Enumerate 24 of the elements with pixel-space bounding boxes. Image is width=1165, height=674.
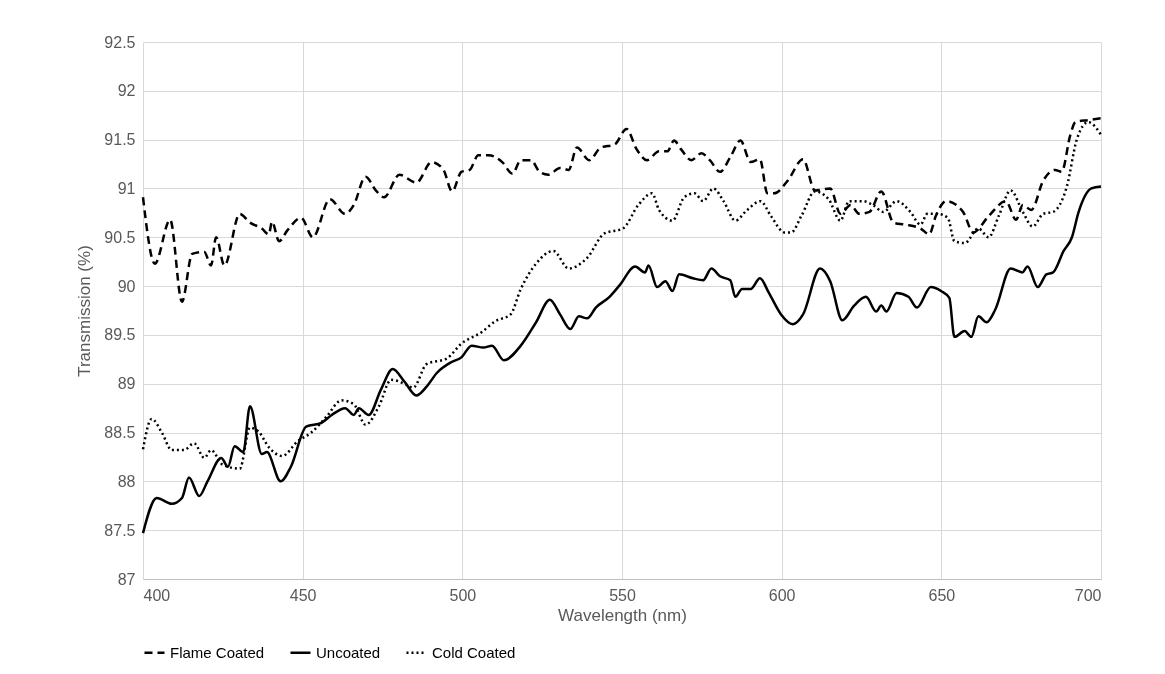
legend-label: Cold Coated <box>432 643 516 661</box>
y-tick-label: 87 <box>117 570 136 588</box>
legend-label: Uncoated <box>316 643 381 661</box>
y-tick-label: 90 <box>117 277 136 295</box>
y-tick-label: 91.5 <box>104 131 136 149</box>
y-tick-label: 91 <box>117 179 136 197</box>
x-tick-label: 500 <box>449 586 477 604</box>
y-tick-label: 89 <box>117 375 136 393</box>
x-tick-label: 600 <box>768 586 796 604</box>
y-tick-label: 88.5 <box>104 424 136 442</box>
y-tick-label: 90.5 <box>104 228 136 246</box>
x-axis-title: Wavelength (nm) <box>558 605 687 625</box>
y-tick-label: 92 <box>117 82 136 100</box>
y-tick-label: 92.5 <box>104 33 136 51</box>
legend-label: Flame Coated <box>170 643 265 661</box>
y-tick-label: 87.5 <box>104 521 136 539</box>
x-tick-label: 550 <box>609 586 636 604</box>
y-tick-label: 89.5 <box>104 326 136 344</box>
y-axis-title: Transmission (%) <box>75 245 95 377</box>
x-tick-label: 400 <box>143 586 171 604</box>
x-tick-label: 700 <box>1074 586 1102 604</box>
y-tick-label: 88 <box>117 472 136 490</box>
x-tick-label: 650 <box>928 586 956 604</box>
x-tick-label: 450 <box>289 586 317 604</box>
